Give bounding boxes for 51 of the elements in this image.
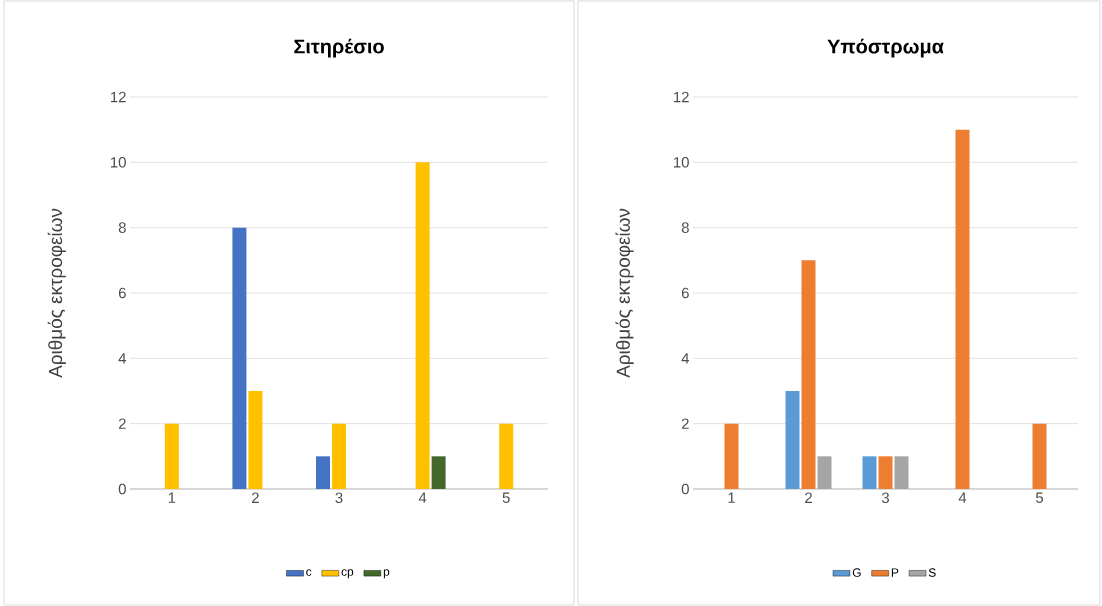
- x-tick-label: 2: [805, 492, 812, 503]
- y-tick-label: 0: [681, 483, 689, 495]
- x-tick-label: 3: [881, 492, 890, 504]
- y-tick-label: 8: [681, 222, 689, 233]
- bar: [801, 260, 816, 489]
- bar: [724, 423, 739, 489]
- y-tick-label: 6: [681, 287, 689, 299]
- x-tick-label: 5: [502, 492, 510, 503]
- y-tick-label: 4: [118, 353, 127, 364]
- chart-title: Σιτηρέσιο: [294, 38, 384, 58]
- x-tick-label: 1: [168, 492, 176, 503]
- bar: [248, 390, 263, 489]
- bar: [878, 456, 893, 489]
- bar: [164, 423, 179, 489]
- bar: [415, 162, 430, 489]
- bar: [1032, 423, 1047, 489]
- legend-label: p: [383, 569, 390, 579]
- bar: [431, 456, 446, 489]
- y-tick-label: 12: [111, 91, 126, 103]
- bar: [955, 129, 970, 489]
- bar: [332, 423, 347, 489]
- y-axis-title: Αριθμός εκτροφείων: [615, 208, 634, 378]
- y-tick-label: 2: [681, 418, 689, 429]
- y-tick-label: 12: [674, 91, 689, 103]
- y-tick-label: 6: [118, 287, 126, 299]
- y-tick-label: 10: [111, 157, 126, 168]
- y-tick-label: 10: [674, 157, 689, 168]
- legend-label: cp: [341, 569, 354, 579]
- legend-label: S: [928, 568, 936, 577]
- x-tick-label: 5: [1035, 492, 1044, 503]
- bar: [499, 423, 514, 489]
- legend-label: c: [306, 569, 312, 576]
- chart-title: Υπόστρωμα: [827, 38, 944, 58]
- y-tick-label: 0: [118, 483, 126, 495]
- y-tick-label: 4: [681, 353, 690, 364]
- bar: [316, 456, 331, 489]
- x-tick-label: 1: [728, 492, 735, 503]
- x-tick-label: 3: [335, 492, 343, 504]
- y-tick-label: 2: [118, 418, 126, 429]
- y-axis-title: Αριθμός εκτροφείων: [47, 208, 66, 378]
- bar: [785, 390, 800, 489]
- bar: [862, 456, 877, 489]
- legend-label: P: [891, 568, 899, 577]
- bar: [894, 456, 909, 489]
- x-tick-label: 2: [252, 492, 259, 503]
- legend-label: G: [852, 568, 861, 577]
- bar: [232, 227, 247, 489]
- x-tick-label: 4: [958, 492, 967, 503]
- bar: [817, 456, 832, 489]
- y-tick-label: 8: [118, 222, 126, 233]
- x-tick-label: 4: [418, 492, 427, 503]
